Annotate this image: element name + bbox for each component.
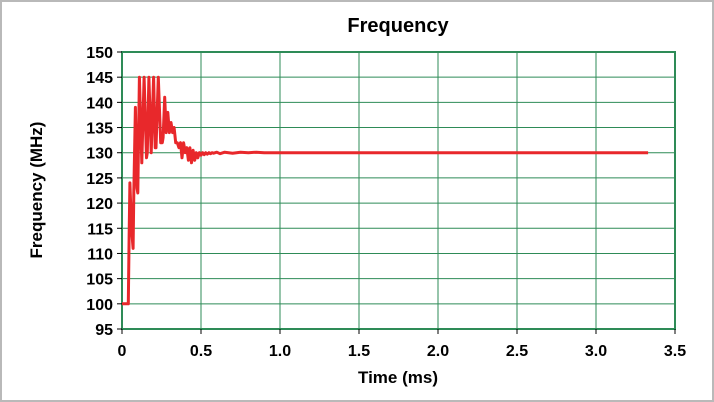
x-tick-label: 3.0 <box>585 343 607 360</box>
y-tick-label: 145 <box>86 70 113 87</box>
x-tick-label: 0.5 <box>190 343 212 360</box>
plot-area-border <box>121 51 676 330</box>
y-tick-label: 150 <box>86 45 113 62</box>
y-tick-labels: 95 100 105 110 115 120 125 130 135 140 145 150 <box>86 45 122 339</box>
y-tick-label: 115 <box>87 221 113 238</box>
x-tick-label: 1.0 <box>269 343 291 360</box>
x-tick-label: 0 <box>118 343 127 360</box>
y-tick-label: 105 <box>86 272 113 289</box>
x-tick-label: 2.0 <box>427 343 449 360</box>
y-tick-label: 135 <box>86 121 113 138</box>
y-tick-label: 125 <box>86 171 113 188</box>
frequency-series-line <box>122 75 649 306</box>
y-tick-label: 110 <box>87 246 113 263</box>
grid-lines <box>121 51 676 330</box>
chart-title: Frequency <box>347 15 449 37</box>
y-tick-label: 100 <box>86 297 113 314</box>
x-tick-label: 1.5 <box>348 343 370 360</box>
y-tick-label: 130 <box>86 146 113 163</box>
x-tick-label: 2.5 <box>506 343 528 360</box>
y-tick-label: 95 <box>95 322 113 339</box>
x-tick-label: 3.5 <box>664 343 686 360</box>
x-tick-labels: 0 0.5 1.0 1.5 2.0 2.5 3.0 3.5 <box>118 329 686 360</box>
y-tick-label: 140 <box>86 95 113 112</box>
x-axis-label: Time (ms) <box>358 368 438 387</box>
y-axis-label: Frequency (MHz) <box>27 122 46 259</box>
y-tick-label: 120 <box>86 196 113 213</box>
